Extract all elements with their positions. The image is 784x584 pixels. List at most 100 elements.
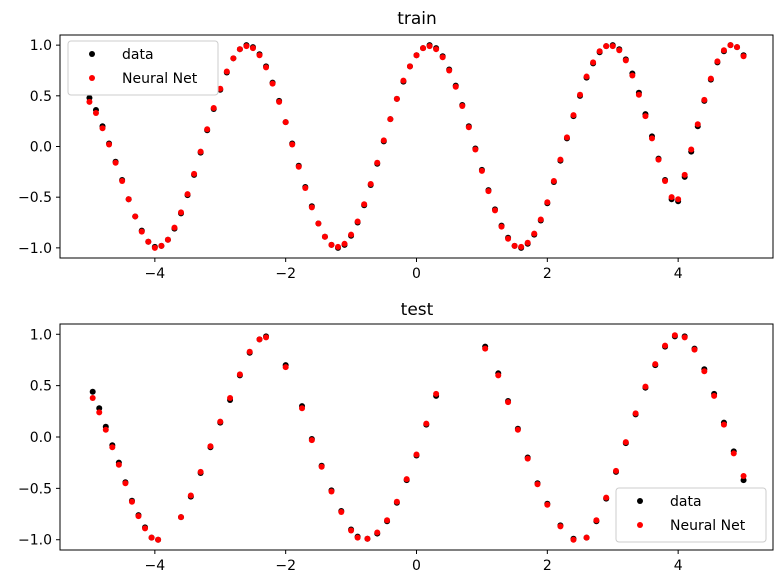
point-neural-net [701,96,708,103]
point-neural-net [439,54,446,61]
point-neural-net [403,476,410,483]
x-tick-label: 0 [412,266,421,282]
point-neural-net [603,494,610,501]
point-neural-net [557,523,564,530]
point-neural-net [662,342,669,349]
point-neural-net [92,110,99,117]
point-neural-net [495,372,502,379]
y-tick-label: 1.0 [30,38,52,54]
axes-frame [59,323,774,551]
x-tick-label: −4 [145,558,166,574]
point-neural-net [570,536,577,543]
chart-title: test [401,300,434,320]
point-neural-net [187,492,194,499]
point-neural-net [354,534,361,541]
point-neural-net [727,42,734,49]
points-group [86,42,747,251]
point-neural-net [446,67,453,74]
point-neural-net [570,112,577,119]
point-neural-net [295,163,302,170]
point-neural-net [563,134,570,141]
legend-label-neural-net: Neural Net [122,71,198,87]
point-neural-net [269,80,276,87]
point-neural-net [413,451,420,458]
y-tick-label: 0.0 [30,140,52,156]
point-neural-net [613,467,620,474]
point-neural-net [145,238,152,245]
point-neural-net [109,444,116,451]
point-neural-net [338,508,345,515]
point-neural-net [423,420,430,427]
point-neural-net [740,53,747,60]
point-neural-net [505,399,512,406]
point-neural-net [106,141,113,148]
points-group [89,332,747,543]
legend-label-data: data [122,47,154,63]
point-neural-net [155,536,162,543]
point-neural-net [335,243,342,250]
point-neural-net [485,188,492,195]
legend-marker-data [637,498,643,504]
y-tick-label: −0.5 [18,190,52,206]
point-neural-net [374,529,381,536]
point-neural-net [740,473,747,480]
point-neural-net [596,48,603,55]
point-neural-net [204,126,211,133]
point-neural-net [707,75,714,82]
point-neural-net [694,121,701,128]
point-neural-net [720,47,727,54]
x-tick-label: 4 [674,558,683,574]
point-neural-net [400,77,407,84]
point-neural-net [217,418,224,425]
y-tick-label: 1.0 [30,327,52,343]
point-neural-net [593,517,600,524]
point-neural-net [125,196,132,203]
point-neural-net [210,104,217,111]
point-neural-net [459,102,466,109]
point-neural-net [720,421,727,428]
x-tick-label: 0 [412,558,421,574]
point-neural-net [632,410,639,417]
point-neural-net [534,481,541,488]
point-neural-net [714,58,721,65]
point-neural-net [609,43,616,50]
y-tick-label: 0.5 [30,379,52,395]
point-neural-net [433,390,440,397]
point-neural-net [406,63,413,70]
point-neural-net [511,242,518,249]
legend: data Neural Net [67,40,219,96]
point-neural-net [583,534,590,541]
point-neural-net [478,167,485,174]
point-neural-net [413,52,420,59]
point-neural-net [299,405,306,412]
tick-group: −4 −2 0 2 4 1.0 0.5 0.0 −0.5 −1.0 [18,38,683,282]
point-neural-net [256,336,263,343]
point-data [740,477,747,484]
point-neural-net [151,244,158,251]
chart-title: train [397,9,437,29]
point-neural-net [112,159,119,166]
point-neural-net [734,44,741,51]
point-neural-net [99,125,106,132]
axes-frame [59,34,774,259]
point-data [96,405,103,412]
point-neural-net [622,439,629,446]
point-neural-net [544,199,551,206]
point-neural-net [544,501,551,508]
x-tick-label: −4 [145,266,166,282]
point-neural-net [681,334,688,341]
point-neural-net [256,52,263,59]
point-neural-net [629,72,636,79]
point-neural-net [191,170,198,177]
point-neural-net [642,113,649,120]
point-neural-net [197,468,204,475]
y-tick-label: −1.0 [18,533,52,549]
point-neural-net [518,243,525,250]
point-neural-net [635,91,642,98]
point-neural-net [328,241,335,248]
y-tick-label: −0.5 [18,481,52,497]
point-neural-net [246,348,253,355]
point-neural-net [282,119,289,126]
point-neural-net [662,177,669,184]
point-neural-net [348,527,355,534]
